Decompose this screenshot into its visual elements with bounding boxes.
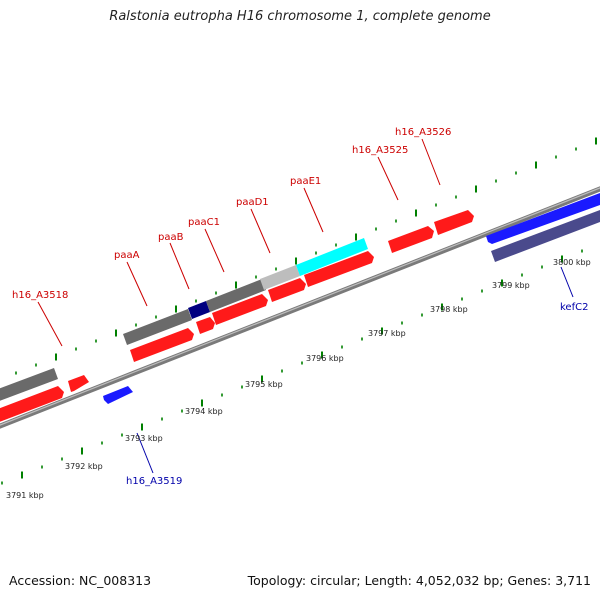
gene-label-h16-a3525[interactable]: h16_A3525	[352, 145, 408, 156]
gene-label-kefc2[interactable]: kefC2	[560, 302, 588, 313]
gray-feature[interactable]	[0, 368, 58, 403]
gray-feature[interactable]	[206, 279, 266, 312]
slate-feature[interactable]	[491, 210, 600, 262]
forward-label-leaders	[37, 138, 441, 347]
accession-text: Accession: NC_008313	[9, 573, 152, 588]
gene-arrow-forward[interactable]	[388, 226, 434, 253]
gene-arrow-forward[interactable]	[304, 251, 374, 287]
gray-feature[interactable]	[123, 309, 192, 345]
genome-backbone	[0, 186, 600, 429]
gene-label-h16-a3526[interactable]: h16_A3526	[395, 127, 451, 138]
kbp-label: 3799 kbp	[492, 281, 530, 290]
reverse-label-leaders	[136, 266, 574, 474]
dark-blue-feature[interactable]	[188, 301, 210, 319]
gene-label-paab[interactable]: paaB	[158, 232, 184, 243]
genome-backbone-highlight	[0, 187, 600, 426]
gene-arrow-forward[interactable]	[0, 386, 64, 424]
gene-arrow-small[interactable]	[68, 375, 89, 392]
gene-arrow-forward[interactable]	[212, 294, 268, 325]
feature-track-outer	[0, 193, 600, 403]
map-title: Ralstonia eutropha H16 chromosome 1, com…	[109, 9, 491, 24]
gene-arrow-reverse[interactable]	[486, 193, 600, 244]
gene-label-paae1[interactable]: paaE1	[290, 176, 321, 187]
gene-label-paac1[interactable]: paaC1	[188, 217, 220, 228]
kbp-label: 3794 kbp	[185, 407, 223, 416]
gene-arrow-forward[interactable]	[434, 210, 474, 235]
gene-arrow-forward[interactable]	[130, 328, 194, 362]
kbp-label: 3797 kbp	[368, 329, 406, 338]
kbp-label: 3793 kbp	[125, 434, 163, 443]
kbp-label: 3792 kbp	[65, 462, 103, 471]
gene-label-h16-a3518[interactable]: h16_A3518	[12, 290, 68, 301]
upper-tick-track	[15, 137, 597, 375]
kbp-label: 3791 kbp	[6, 491, 44, 500]
kbp-label: 3795 kbp	[245, 380, 283, 389]
gene-label-h16-a3519[interactable]: h16_A3519	[126, 476, 182, 487]
gene-arrow-forward[interactable]	[268, 278, 306, 302]
feature-track-inner	[0, 210, 600, 424]
kbp-label: 3798 kbp	[430, 305, 468, 314]
gene-arrow-forward[interactable]	[196, 317, 215, 334]
gene-arrow-reverse[interactable]	[103, 386, 133, 404]
gene-label-paad1[interactable]: paaD1	[236, 197, 269, 208]
light-gray-feature[interactable]	[260, 265, 300, 290]
lower-tick-track	[1, 249, 583, 485]
kbp-label: 3796 kbp	[306, 354, 344, 363]
cyan-feature[interactable]	[296, 238, 368, 276]
genome-summary-text: Topology: circular; Length: 4,052,032 bp…	[247, 573, 591, 588]
kbp-label: 3800 kbp	[553, 258, 591, 267]
gene-label-paaa[interactable]: paaA	[114, 250, 140, 261]
